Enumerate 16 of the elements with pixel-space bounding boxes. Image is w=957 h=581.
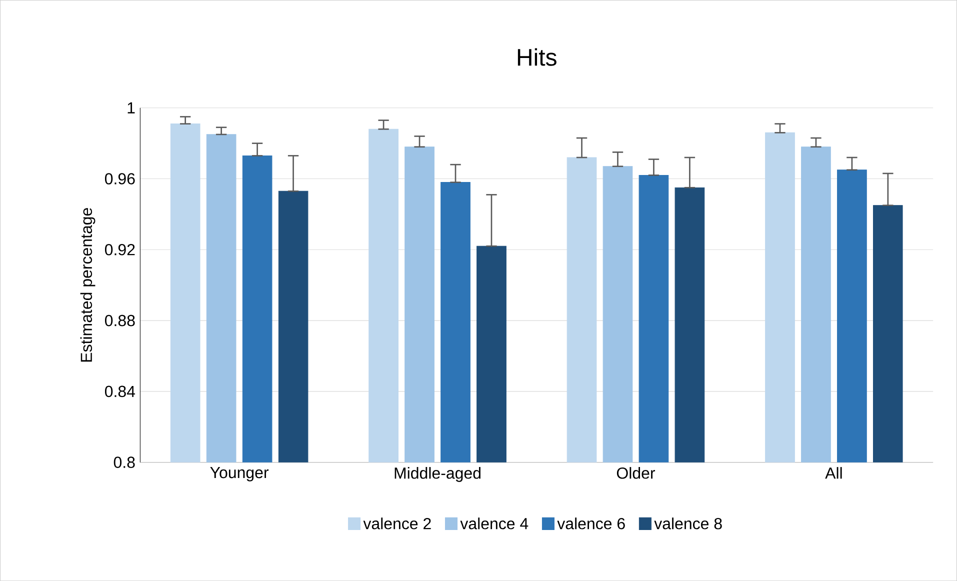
y-tick-label: 0.88: [104, 314, 135, 326]
x-tick-label: Middle-aged: [394, 466, 480, 482]
chart-title: Hits: [518, 48, 556, 66]
x-tick-label: Older: [616, 466, 656, 479]
y-tick-label: 0.96: [104, 173, 135, 184]
y-tick-label: 0.84: [104, 386, 136, 397]
legend-label: valence 4: [460, 517, 528, 530]
legend-label: valence 8: [654, 517, 722, 530]
x-tick-label: All: [825, 466, 842, 479]
x-tick-label: Younger: [210, 466, 269, 482]
y-tick-label: 1: [128, 102, 135, 114]
y-tick-label: 0.8: [114, 456, 135, 468]
legend-label: valence 2: [363, 517, 431, 530]
y-axis-title: Estimated percentage: [80, 208, 96, 362]
y-tick-label: 0.92: [104, 244, 135, 256]
legend-label: valence 6: [557, 517, 625, 530]
